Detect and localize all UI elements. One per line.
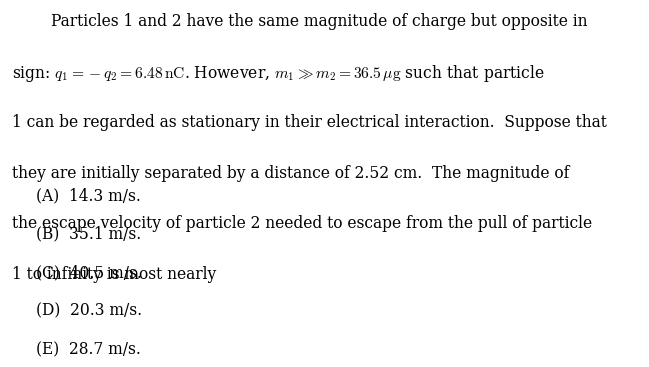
Text: the escape velocity of particle 2 needed to escape from the pull of particle: the escape velocity of particle 2 needed… [12,215,592,232]
Text: (B)  35.1 m/s.: (B) 35.1 m/s. [36,226,141,243]
Text: Particles 1 and 2 have the same magnitude of charge but opposite in: Particles 1 and 2 have the same magnitud… [12,13,587,30]
Text: sign: $q_1 = -q_2 = 6.48\,\mathrm{nC}$. However, $m_1 \gg m_2 = 36.5\,\mu\mathrm: sign: $q_1 = -q_2 = 6.48\,\mathrm{nC}$. … [12,63,545,84]
Text: (E)  28.7 m/s.: (E) 28.7 m/s. [36,341,141,358]
Text: (A)  14.3 m/s.: (A) 14.3 m/s. [36,187,141,204]
Text: (C)  40.5 m/s.: (C) 40.5 m/s. [36,264,141,281]
Text: 1 to infinity is most nearly: 1 to infinity is most nearly [12,266,216,283]
Text: (D)  20.3 m/s.: (D) 20.3 m/s. [36,303,142,320]
Text: 1 can be regarded as stationary in their electrical interaction.  Suppose that: 1 can be regarded as stationary in their… [12,114,607,131]
Text: they are initially separated by a distance of 2.52 cm.  The magnitude of: they are initially separated by a distan… [12,165,569,182]
